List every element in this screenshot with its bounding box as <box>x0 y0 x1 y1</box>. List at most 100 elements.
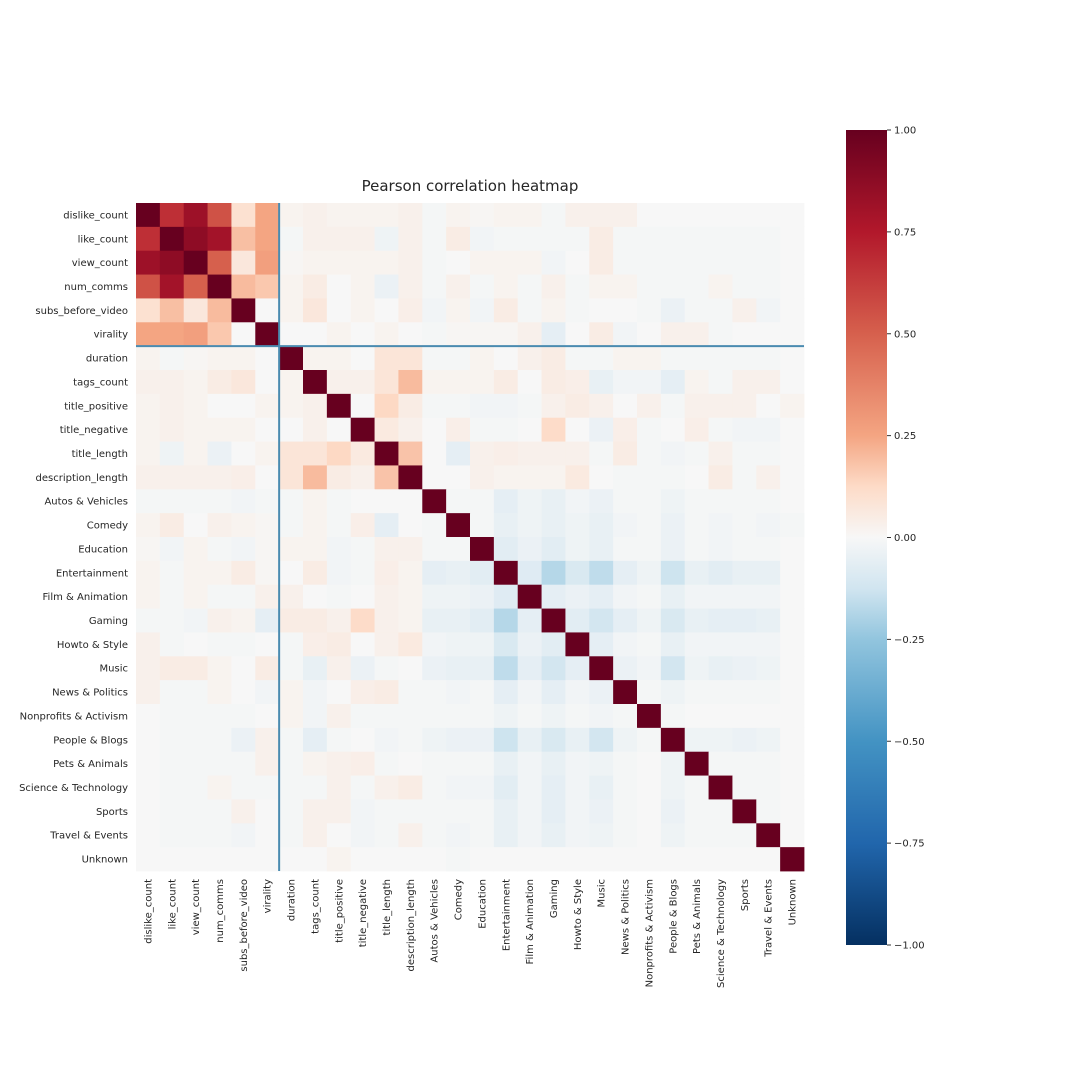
y-tick-label: Travel & Events <box>49 831 128 842</box>
heatmap-cell <box>231 823 256 848</box>
heatmap-cell <box>398 298 423 323</box>
heatmap-cell <box>159 704 185 729</box>
heatmap-cell <box>541 203 566 228</box>
heatmap-cell <box>708 393 733 419</box>
heatmap-cell <box>493 608 519 633</box>
heatmap-cell <box>756 298 781 323</box>
heatmap-cell <box>684 441 709 466</box>
heatmap-cell <box>708 584 733 609</box>
heatmap-cell <box>541 298 566 323</box>
heatmap-cell <box>326 656 352 681</box>
heatmap-cell <box>780 775 805 800</box>
heatmap-cell <box>541 584 566 609</box>
heatmap-cell <box>684 608 709 633</box>
heatmap-cell <box>207 584 232 609</box>
heatmap-cell <box>303 250 328 275</box>
x-tick-label: Entertainment <box>501 879 512 951</box>
heatmap-cell <box>207 393 232 419</box>
heatmap-cell <box>231 680 256 705</box>
heatmap-cell <box>493 417 519 442</box>
heatmap-cell <box>422 608 447 633</box>
heatmap-cell <box>398 537 423 562</box>
colorbar-tick-label: 1.00 <box>894 126 916 137</box>
heatmap-cell <box>541 370 566 395</box>
heatmap-cell <box>422 537 447 562</box>
heatmap-cell <box>684 751 709 776</box>
heatmap-cell <box>255 489 280 514</box>
heatmap-cell <box>613 847 638 872</box>
x-tick-label: News & Politics <box>621 879 632 955</box>
heatmap-cell <box>517 823 542 848</box>
heatmap-cell <box>374 584 399 609</box>
heatmap-cell <box>398 799 423 824</box>
heatmap-cell <box>326 370 352 395</box>
heatmap-cell <box>493 632 519 657</box>
heatmap-cell <box>756 823 781 848</box>
heatmap-cell <box>159 560 185 586</box>
heatmap-cell <box>422 751 447 776</box>
heatmap-cell <box>708 560 733 586</box>
heatmap-cell <box>589 799 614 824</box>
heatmap-cell <box>255 393 280 419</box>
heatmap-cell <box>183 250 208 275</box>
heatmap-cell <box>517 656 542 681</box>
heatmap-cell <box>374 346 399 371</box>
heatmap-cell <box>159 441 185 466</box>
heatmap-cell <box>374 727 399 753</box>
heatmap-cell <box>732 489 757 514</box>
x-tick-label: duration <box>287 879 298 921</box>
heatmap-cell <box>732 656 757 681</box>
heatmap-cell <box>780 537 805 562</box>
heatmap-cell <box>279 823 304 848</box>
heatmap-cell <box>660 584 686 609</box>
heatmap-cell <box>231 346 256 371</box>
heatmap-cell <box>231 608 256 633</box>
heatmap-cell <box>374 203 399 228</box>
y-tick-label: Film & Animation <box>43 592 128 603</box>
heatmap-cell <box>422 203 447 228</box>
heatmap-cell <box>684 298 709 323</box>
heatmap-cell <box>374 441 399 466</box>
colorbar-tick-label: 0.00 <box>894 533 916 544</box>
heatmap-cell <box>136 632 161 657</box>
heatmap-cell <box>159 465 185 490</box>
heatmap-cell <box>183 560 208 586</box>
y-tick-label: Autos & Vehicles <box>44 497 128 508</box>
heatmap-cell <box>350 226 375 252</box>
heatmap-cell <box>159 513 185 538</box>
heatmap-cell <box>517 203 542 228</box>
heatmap-cell <box>541 608 566 633</box>
heatmap-cell <box>303 656 328 681</box>
heatmap-cell <box>732 823 757 848</box>
heatmap-cell <box>398 226 423 252</box>
heatmap-cell <box>470 298 495 323</box>
heatmap-cell <box>422 704 447 729</box>
heatmap-cell <box>613 346 638 371</box>
heatmap-cell <box>446 489 471 514</box>
heatmap-cell <box>374 417 399 442</box>
heatmap-cell <box>517 560 542 586</box>
heatmap-cell <box>422 250 447 275</box>
heatmap-cell <box>780 203 805 228</box>
heatmap-cell <box>660 608 686 633</box>
heatmap-cell <box>183 322 208 347</box>
heatmap-cell <box>541 322 566 347</box>
heatmap-cell <box>255 465 280 490</box>
heatmap-cell <box>207 322 232 347</box>
heatmap-cell <box>493 727 519 753</box>
heatmap-cell <box>732 537 757 562</box>
heatmap-cell <box>613 680 638 705</box>
heatmap-cell <box>303 608 328 633</box>
heatmap-cell <box>231 203 256 228</box>
heatmap-cell <box>780 727 805 753</box>
heatmap-cell <box>565 441 590 466</box>
heatmap-cell <box>422 775 447 800</box>
heatmap-cell <box>493 704 519 729</box>
heatmap-cell <box>398 346 423 371</box>
heatmap-cell <box>493 513 519 538</box>
heatmap-cell <box>255 608 280 633</box>
heatmap-cell <box>159 298 185 323</box>
heatmap-cell <box>303 537 328 562</box>
heatmap-cell <box>136 799 161 824</box>
